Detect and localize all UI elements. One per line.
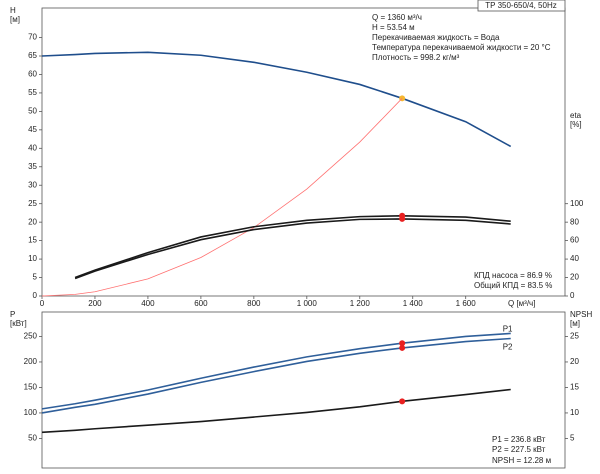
- y2-axis-label: [%]: [570, 120, 582, 129]
- y-tick-label: 0: [33, 291, 38, 300]
- y-tick-label: 65: [28, 51, 37, 60]
- y-tick-label: 70: [28, 33, 37, 42]
- x-tick-label: 1 400: [403, 299, 424, 308]
- y-tick-label: 40: [28, 143, 37, 152]
- operating-point: [399, 344, 406, 351]
- y-axis-label: [кВт]: [10, 319, 27, 328]
- y2-tick-label: 5: [570, 434, 575, 443]
- series-line: [41, 388, 511, 434]
- y-tick-label: 60: [28, 70, 37, 79]
- x-tick-label: 1 200: [350, 299, 371, 308]
- annotation: P2 = 227.5 кВт: [492, 445, 546, 454]
- annotation: Перекачиваемая жидкость = Вода: [372, 33, 500, 42]
- series-line: [41, 51, 512, 148]
- x-tick-label: 0: [40, 299, 45, 308]
- operating-point: [399, 340, 406, 347]
- y-tick-label: 30: [28, 180, 37, 189]
- series-label: P1: [503, 325, 513, 334]
- plot-frame: [41, 7, 566, 297]
- y-tick-label: 15: [28, 236, 37, 245]
- y2-tick-label: 60: [570, 236, 579, 245]
- y-tick-label: 150: [24, 383, 38, 392]
- y-axis-label: P: [10, 310, 15, 319]
- y-tick-label: 35: [28, 162, 37, 171]
- x-tick-label: 400: [141, 299, 155, 308]
- y2-tick-label: 80: [570, 217, 579, 226]
- x-tick-label: 1 600: [456, 299, 477, 308]
- operating-point: [399, 215, 406, 222]
- series-line: [74, 214, 511, 279]
- annotation: Температура перекачиваемой жидкости = 20…: [372, 43, 551, 52]
- annotation: КПД насоса = 86.9 %: [474, 271, 552, 280]
- y-axis-label: [м]: [10, 15, 20, 24]
- plot-frame: [41, 311, 566, 469]
- y2-axis-label: eta: [570, 111, 582, 120]
- y-tick-label: 25: [28, 199, 37, 208]
- y-tick-label: 55: [28, 88, 37, 97]
- operating-point: [399, 398, 406, 405]
- series-label: P2: [503, 343, 513, 352]
- x-tick-label: 200: [88, 299, 102, 308]
- y2-tick-label: 25: [570, 332, 579, 341]
- annotation: H = 53.54 м: [372, 23, 415, 32]
- annotation: Общий КПД = 83.5 %: [474, 281, 552, 290]
- annotation: Q = 1360 м³/ч: [372, 13, 422, 22]
- y2-tick-label: 15: [570, 383, 579, 392]
- y2-tick-label: 0: [570, 291, 575, 300]
- annotation: Плотность = 998.2 кг/м³: [372, 53, 460, 62]
- y-tick-label: 250: [24, 332, 38, 341]
- y-tick-label: 10: [28, 254, 37, 263]
- series-line: [41, 98, 403, 297]
- y2-tick-label: 20: [570, 357, 579, 366]
- annotation: P1 = 236.8 кВт: [492, 435, 546, 444]
- y-tick-label: 20: [28, 217, 37, 226]
- series-line: [41, 337, 511, 414]
- y-tick-label: 100: [24, 408, 38, 417]
- y2-axis-label: [м]: [570, 319, 580, 328]
- y-tick-label: 50: [28, 434, 37, 443]
- x-tick-label: 1 000: [297, 299, 318, 308]
- y-tick-label: 45: [28, 125, 37, 134]
- series-line: [74, 218, 511, 280]
- y-tick-label: 50: [28, 106, 37, 115]
- y2-tick-label: 20: [570, 273, 579, 282]
- y-axis-label: H: [10, 6, 16, 15]
- y2-axis-label: NPSH: [570, 310, 592, 319]
- annotation: NPSH = 12.28 м: [492, 456, 551, 465]
- y-tick-label: 5: [33, 273, 38, 282]
- y-tick-label: 200: [24, 357, 38, 366]
- series-line: [41, 332, 511, 410]
- x-axis-label: Q [м³/ч]: [508, 299, 535, 308]
- x-tick-label: 600: [194, 299, 208, 308]
- y2-tick-label: 40: [570, 254, 579, 263]
- title-box: [477, 0, 566, 12]
- chart-title: TP 350-650/4, 50Hz: [485, 1, 556, 10]
- x-tick-label: 800: [247, 299, 261, 308]
- y2-tick-label: 10: [570, 408, 579, 417]
- y2-tick-label: 100: [570, 199, 584, 208]
